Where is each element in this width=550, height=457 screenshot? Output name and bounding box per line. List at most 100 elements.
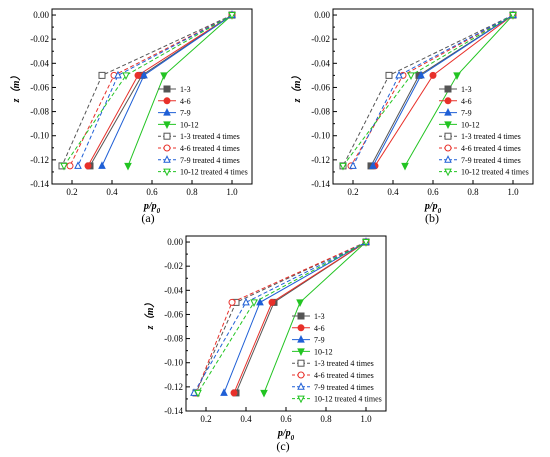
legend-label: 10-12: [461, 120, 480, 129]
data-point: [98, 161, 106, 169]
data-point: [339, 162, 347, 171]
data-point: [407, 72, 415, 80]
legend-marker: [297, 334, 305, 343]
data-point: [349, 161, 357, 169]
y-axis-label: z（m）: [291, 71, 303, 104]
y-tick-label: -0.10: [164, 358, 183, 368]
data-point: [385, 71, 393, 79]
legend-label: 10-12: [314, 347, 333, 356]
legend-label: 7-9: [314, 336, 325, 345]
data-point: [362, 239, 370, 247]
y-tick-label: -0.12: [164, 382, 183, 392]
data-point: [140, 70, 148, 79]
legend-label: 4-6: [180, 97, 191, 106]
y-axis-label: z（m）: [144, 298, 156, 331]
legend-marker: [297, 324, 305, 332]
data-point: [228, 12, 236, 20]
legend-marker: [297, 395, 305, 404]
legend-label: 4-6 treated 4 times: [461, 144, 521, 153]
y-tick-label: -0.14: [311, 179, 330, 189]
legend-marker: [444, 85, 452, 93]
x-tick-label: 0.2: [347, 187, 358, 197]
data-point: [74, 161, 82, 169]
y-tick-label: -0.02: [164, 261, 183, 271]
data-point: [296, 299, 304, 307]
data-point: [66, 162, 74, 170]
legend-marker: [163, 168, 171, 177]
legend-label: 7-9 treated 4 times: [180, 156, 240, 165]
data-point: [84, 162, 92, 170]
legend-marker: [444, 121, 452, 130]
x-tick-label: 0.6: [146, 187, 158, 197]
legend-marker: [444, 144, 452, 152]
data-point: [395, 70, 403, 79]
legend-label: 7-9: [461, 109, 472, 118]
x-tick-label: 1.0: [507, 187, 519, 197]
data-point: [401, 162, 409, 171]
legend-marker: [297, 371, 305, 379]
legend-label: 10-12 treated 4 times: [461, 168, 529, 177]
data-point: [250, 299, 258, 307]
series-line-6: [193, 241, 367, 394]
legend-marker: [163, 144, 171, 152]
legend-label: 1-3: [461, 85, 472, 94]
legend-marker: [297, 312, 305, 320]
data-point: [98, 71, 106, 79]
y-tick-label: -0.08: [30, 107, 49, 117]
data-point: [509, 12, 517, 20]
x-axis-label: p/p0: [277, 428, 295, 442]
data-point: [194, 389, 202, 398]
x-tick-label: 0.8: [320, 414, 332, 424]
legend-label: 10-12 treated 4 times: [180, 168, 248, 177]
y-tick-label: -0.04: [30, 58, 49, 68]
x-tick-label: 0.4: [106, 187, 118, 197]
y-axis-label: z（m）: [10, 71, 22, 104]
legend-marker: [297, 382, 305, 390]
legend-label: 1-3: [180, 85, 191, 94]
y-tick-label: -0.14: [164, 406, 183, 416]
legend-label: 1-3 treated 4 times: [314, 359, 374, 368]
y-tick-label: -0.08: [311, 107, 330, 117]
legend-label: 1-3: [314, 312, 325, 321]
data-point: [122, 72, 130, 80]
legend-marker: [163, 155, 171, 163]
legend-label: 7-9 treated 4 times: [461, 156, 521, 165]
legend-label: 10-12: [180, 120, 199, 129]
legend-label: 7-9: [180, 109, 191, 118]
y-tick-label: -0.06: [311, 82, 330, 92]
y-tick-label: -0.02: [311, 34, 330, 44]
legend-marker: [444, 155, 452, 163]
panel-label: (b): [425, 211, 439, 225]
x-tick-label: 0.2: [66, 187, 77, 197]
data-point: [256, 297, 264, 306]
x-tick-label: 1.0: [226, 187, 238, 197]
data-point: [242, 297, 250, 306]
legend-marker: [163, 107, 171, 116]
chart-panel-0: 0.2 0.4 0.6 0.8 1.0 0.00 -0.02 -0.04 -0.06 -0.08 -…: [10, 8, 253, 225]
data-point: [160, 72, 168, 80]
y-tick-label: -0.04: [311, 58, 330, 68]
y-tick-label: -0.14: [30, 179, 49, 189]
x-tick-label: 0.4: [387, 187, 399, 197]
y-tick-label: -0.10: [311, 131, 330, 141]
x-axis-label: p/p0: [424, 201, 442, 215]
legend-marker: [444, 107, 452, 116]
legend-label: 1-3 treated 4 times: [461, 132, 521, 141]
y-tick-label: -0.12: [30, 155, 49, 165]
y-tick-label: -0.12: [311, 155, 330, 165]
data-point: [220, 388, 228, 396]
chart-panel-2: 0.2 0.4 0.6 0.8 1.0 0.00 -0.02 -0.04 -0.06 -0.08 -…: [144, 235, 387, 453]
data-point: [369, 161, 377, 169]
data-point: [114, 70, 122, 79]
legend-label: 4-6: [314, 324, 325, 333]
legend-marker: [297, 359, 305, 367]
series-line-7: [63, 14, 233, 167]
x-tick-label: 0.8: [186, 187, 198, 197]
legend-marker: [444, 132, 452, 140]
y-tick-label: 0.00: [167, 237, 183, 247]
legend-marker: [163, 85, 171, 93]
data-point: [429, 71, 437, 79]
data-point: [268, 298, 276, 306]
data-point: [260, 389, 268, 398]
